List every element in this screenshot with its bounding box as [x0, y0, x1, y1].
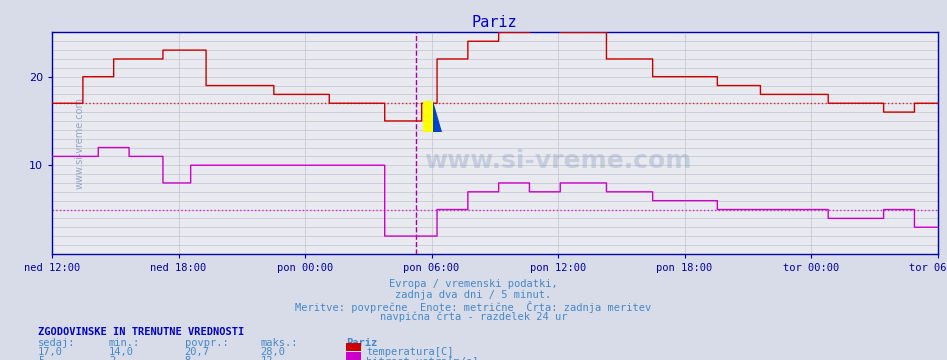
- Text: 14,0: 14,0: [109, 347, 134, 357]
- Text: www.si-vreme.com: www.si-vreme.com: [424, 149, 691, 173]
- Text: sedaj:: sedaj:: [38, 338, 76, 348]
- Text: min.:: min.:: [109, 338, 140, 348]
- Text: ZGODOVINSKE IN TRENUTNE VREDNOSTI: ZGODOVINSKE IN TRENUTNE VREDNOSTI: [38, 327, 244, 337]
- Polygon shape: [434, 101, 441, 132]
- Text: temperatura[C]: temperatura[C]: [366, 347, 454, 357]
- Text: zadnja dva dni / 5 minut.: zadnja dva dni / 5 minut.: [396, 290, 551, 300]
- Text: Meritve: povprečne  Enote: metrične  Črta: zadnja meritev: Meritve: povprečne Enote: metrične Črta:…: [295, 301, 652, 312]
- Text: 8: 8: [185, 356, 191, 360]
- Title: Pariz: Pariz: [472, 15, 518, 30]
- Text: 20,7: 20,7: [185, 347, 209, 357]
- Text: hitrost vetra[m/s]: hitrost vetra[m/s]: [366, 356, 479, 360]
- Text: Evropa / vremenski podatki,: Evropa / vremenski podatki,: [389, 279, 558, 289]
- Text: 17,0: 17,0: [38, 347, 63, 357]
- Text: povpr.:: povpr.:: [185, 338, 228, 348]
- Text: maks.:: maks.:: [260, 338, 298, 348]
- Text: 2: 2: [109, 356, 116, 360]
- Text: Pariz: Pariz: [346, 338, 377, 348]
- Text: 5: 5: [38, 356, 45, 360]
- Text: navpična črta - razdelek 24 ur: navpična črta - razdelek 24 ur: [380, 311, 567, 322]
- Polygon shape: [423, 101, 434, 132]
- Text: www.si-vreme.com: www.si-vreme.com: [74, 97, 84, 189]
- Text: 28,0: 28,0: [260, 347, 285, 357]
- Text: 12: 12: [260, 356, 273, 360]
